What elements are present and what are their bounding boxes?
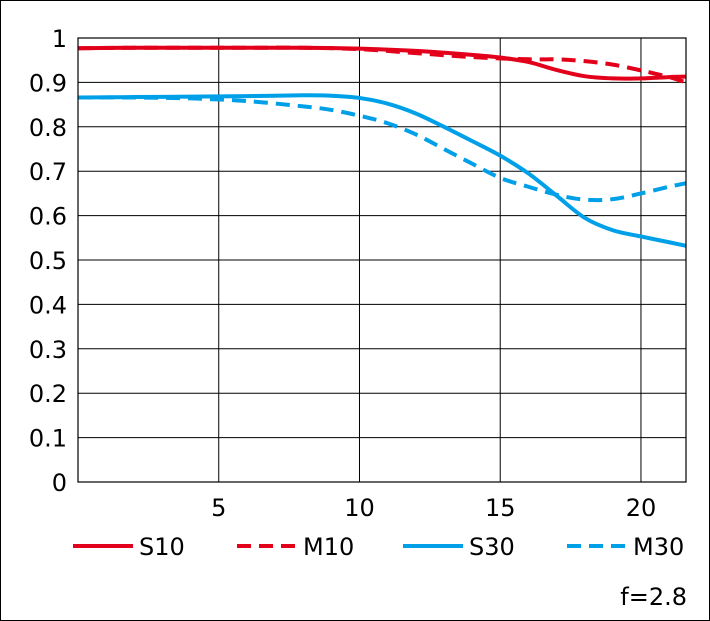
y-tick-label: 1 — [52, 25, 67, 53]
plot-area-border — [77, 37, 687, 483]
aperture-annotation: f=2.8 — [620, 583, 687, 611]
y-tick-label: 0.4 — [29, 291, 67, 319]
series-line-m10 — [77, 45, 687, 85]
legend: S10 M10 S30 M30 — [73, 533, 684, 561]
y-tick-label: 0 — [52, 469, 67, 497]
y-tick-label: 0.9 — [29, 69, 67, 97]
series-line-m30 — [77, 95, 687, 203]
plot-border — [77, 37, 687, 483]
y-tick-label: 0.6 — [29, 203, 67, 231]
y-tick-label: 0.1 — [29, 425, 67, 453]
legend-label-m30: M30 — [633, 533, 684, 561]
x-tick-label: 15 — [485, 494, 516, 522]
x-tick-label: 10 — [344, 494, 375, 522]
y-tick-label: 0.8 — [29, 114, 67, 142]
y-tick-label: 0.7 — [29, 158, 67, 186]
series-layer — [77, 45, 687, 248]
legend-label-s30: S30 — [469, 533, 515, 561]
x-tick-label: 5 — [211, 494, 226, 522]
y-axis-tick-labels: 0 0.1 0.2 0.3 0.4 0.5 0.6 0.7 0.8 0.9 1 — [29, 25, 67, 497]
grid — [78, 37, 686, 483]
x-axis-tick-labels: 5 10 15 20 — [211, 494, 656, 522]
legend-label-s10: S10 — [139, 533, 185, 561]
x-tick-label: 20 — [626, 494, 657, 522]
legend-label-m10: M10 — [303, 533, 354, 561]
y-tick-label: 0.2 — [29, 380, 67, 408]
y-tick-label: 0.5 — [29, 247, 67, 275]
y-tick-label: 0.3 — [29, 336, 67, 364]
series-line-s30 — [77, 93, 687, 248]
